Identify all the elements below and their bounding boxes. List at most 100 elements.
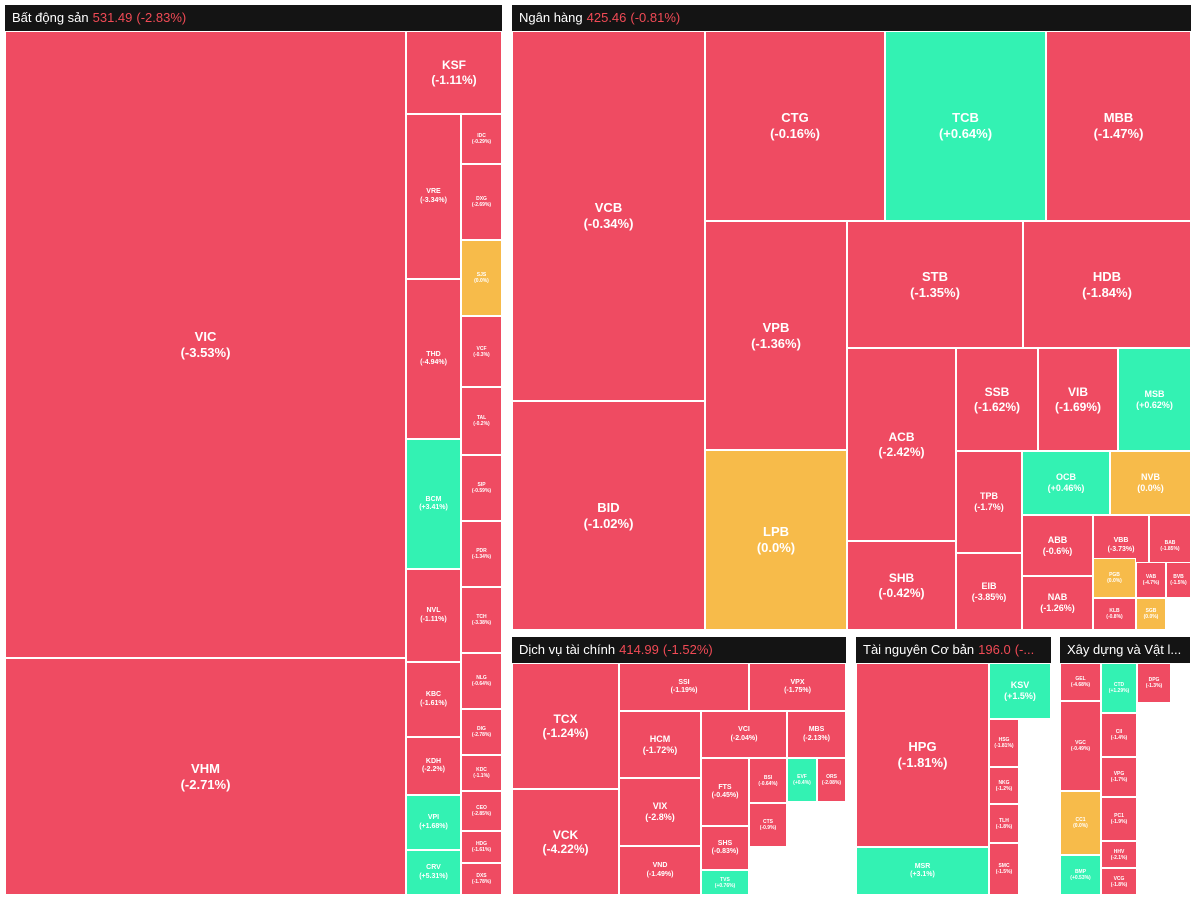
stock-tile-vcf[interactable]: VCF (-0.3%) xyxy=(461,316,502,387)
stock-tile-hhv[interactable]: HHV (-2.1%) xyxy=(1101,841,1137,868)
stock-tile-gel[interactable]: GEL (-4.68%) xyxy=(1060,663,1101,701)
stock-tile-bmp[interactable]: BMP (+0.53%) xyxy=(1060,855,1101,895)
stock-tile-evf[interactable]: EVF (+0.4%) xyxy=(787,758,817,802)
stock-tile-vpx[interactable]: VPX (-1.75%) xyxy=(749,663,846,711)
stock-tile-vci[interactable]: VCI (-2.04%) xyxy=(701,711,787,758)
stock-tile-ctd[interactable]: CTD (+1.29%) xyxy=(1101,663,1137,713)
stock-tile-ors[interactable]: ORS (-2.08%) xyxy=(817,758,846,802)
stock-tile-cii[interactable]: CII (-1.4%) xyxy=(1101,713,1137,757)
stock-tile-tlh[interactable]: TLH (-1.8%) xyxy=(989,804,1019,843)
stock-tile-eib[interactable]: EIB (-3.85%) xyxy=(956,553,1022,630)
stock-tile-shs[interactable]: SHS (-0.83%) xyxy=(701,826,749,870)
stock-tile-vnd[interactable]: VND (-1.49%) xyxy=(619,846,701,895)
stock-tile-vpb[interactable]: VPB (-1.36%) xyxy=(705,221,847,450)
stock-tile-ocb[interactable]: OCB (+0.46%) xyxy=(1022,451,1110,515)
stock-tile-pdr[interactable]: PDR (-1.34%) xyxy=(461,521,502,587)
stock-symbol: BAB xyxy=(1164,539,1176,546)
sector-header[interactable]: Bất động sản 531.49 (-2.83%) xyxy=(5,5,502,31)
stock-tile-hdg[interactable]: HDG (-1.61%) xyxy=(461,831,502,863)
stock-tile-ksf[interactable]: KSF (-1.11%) xyxy=(406,31,502,114)
stock-tile-tcb[interactable]: TCB (+0.64%) xyxy=(885,31,1046,221)
stock-tile-pgb[interactable]: PGB (0.0%) xyxy=(1093,558,1136,598)
stock-tile-vgc[interactable]: VGC (-0.49%) xyxy=(1060,701,1101,791)
stock-tile-vib[interactable]: VIB (-1.69%) xyxy=(1038,348,1118,451)
stock-tile-hdb[interactable]: HDB (-1.84%) xyxy=(1023,221,1191,348)
stock-tile-nab[interactable]: NAB (-1.26%) xyxy=(1022,576,1093,630)
sector-header[interactable]: Tài nguyên Cơ bản 196.0 (-... xyxy=(856,637,1051,663)
stock-tile-nlg[interactable]: NLG (-0.64%) xyxy=(461,653,502,709)
stock-tile-vhm[interactable]: VHM (-2.71%) xyxy=(5,658,406,895)
stock-tile-acb[interactable]: ACB (-2.42%) xyxy=(847,348,956,541)
stock-tile-bid[interactable]: BID (-1.02%) xyxy=(512,401,705,630)
stock-tile-crv[interactable]: CRV (+5.31%) xyxy=(406,850,461,895)
stock-tile-cts[interactable]: CTS (-0.9%) xyxy=(749,803,787,847)
stock-tile-sgb[interactable]: SGB (0.0%) xyxy=(1136,598,1166,630)
sector-header[interactable]: Xây dựng và Vật l... xyxy=(1060,637,1190,663)
stock-tile-shb[interactable]: SHB (-0.42%) xyxy=(847,541,956,630)
stock-tile-vck[interactable]: VCK (-4.22%) xyxy=(512,789,619,895)
sector-change: (-2.83%) xyxy=(136,10,187,25)
stock-tile-tcx[interactable]: TCX (-1.24%) xyxy=(512,663,619,789)
stock-change: (-0.6%) xyxy=(1042,545,1073,556)
stock-tile-vix[interactable]: VIX (-2.8%) xyxy=(619,778,701,846)
stock-tile-dpg[interactable]: DPG (-1.3%) xyxy=(1137,663,1171,703)
stock-tile-hsg[interactable]: HSG (-1.81%) xyxy=(989,719,1019,767)
stock-change: (-1.84%) xyxy=(1082,284,1132,300)
stock-change: (-4.7%) xyxy=(1142,580,1160,586)
stock-tile-kdh[interactable]: KDH (-2.2%) xyxy=(406,737,461,795)
stock-tile-vcg[interactable]: VCG (-1.8%) xyxy=(1101,868,1137,895)
stock-tile-msr[interactable]: MSR (+3.1%) xyxy=(856,847,989,895)
stock-tile-kbc[interactable]: KBC (-1.61%) xyxy=(406,662,461,737)
stock-tile-dig[interactable]: DIG (-2.78%) xyxy=(461,709,502,755)
stock-tile-bsi[interactable]: BSI (-0.64%) xyxy=(749,758,787,803)
stock-symbol: BID xyxy=(597,499,620,515)
stock-tile-tal[interactable]: TAL (-0.2%) xyxy=(461,387,502,455)
stock-tile-mbs[interactable]: MBS (-2.13%) xyxy=(787,711,846,758)
stock-tile-thd[interactable]: THD (-4.94%) xyxy=(406,279,461,439)
stock-tile-vic[interactable]: VIC (-3.53%) xyxy=(5,31,406,658)
stock-tile-ssb[interactable]: SSB (-1.62%) xyxy=(956,348,1038,451)
stock-tile-bvb[interactable]: BVB (-1.5%) xyxy=(1166,562,1191,598)
stock-tile-vpg[interactable]: VPG (-1.7%) xyxy=(1101,757,1137,797)
stock-tile-sjs[interactable]: SJS (0.0%) xyxy=(461,240,502,316)
stock-tile-kdc[interactable]: KDC (-1.1%) xyxy=(461,755,502,791)
stock-tile-ssi[interactable]: SSI (-1.19%) xyxy=(619,663,749,711)
stock-tile-pc1[interactable]: PC1 (-1.9%) xyxy=(1101,797,1137,841)
stock-tile-vab[interactable]: VAB (-4.7%) xyxy=(1136,562,1166,598)
stock-tile-ceo[interactable]: CEO (-2.85%) xyxy=(461,791,502,831)
stock-tile-tvs[interactable]: TVS (+0.76%) xyxy=(701,870,749,895)
stock-tile-fts[interactable]: FTS (-0.45%) xyxy=(701,758,749,826)
stock-tile-stb[interactable]: STB (-1.35%) xyxy=(847,221,1023,348)
sector-header[interactable]: Ngân hàng 425.46 (-0.81%) xyxy=(512,5,1191,31)
stock-tile-ctg[interactable]: CTG (-0.16%) xyxy=(705,31,885,221)
sector-header[interactable]: Dịch vụ tài chính 414.99 (-1.52%) xyxy=(512,637,846,663)
stock-tile-nkg[interactable]: NKG (-1.2%) xyxy=(989,767,1019,804)
stock-tile-vre[interactable]: VRE (-3.34%) xyxy=(406,114,461,279)
stock-tile-smc[interactable]: SMC (-1.5%) xyxy=(989,843,1019,895)
stock-tile-dxs[interactable]: DXS (-1.78%) xyxy=(461,863,502,895)
stock-tile-dxg[interactable]: DXG (-2.69%) xyxy=(461,164,502,240)
stock-tile-ksv[interactable]: KSV (+1.5%) xyxy=(989,663,1051,719)
stock-change: (+0.4%) xyxy=(793,780,811,786)
stock-tile-hcm[interactable]: HCM (-1.72%) xyxy=(619,711,701,778)
stock-symbol: NLG xyxy=(476,675,487,681)
stock-symbol: DIG xyxy=(477,726,486,732)
stock-tile-msb[interactable]: MSB (+0.62%) xyxy=(1118,348,1191,451)
stock-tile-vpi[interactable]: VPI (+1.68%) xyxy=(406,795,461,850)
stock-tile-nvb[interactable]: NVB (0.0%) xyxy=(1110,451,1191,515)
sector-index-value: 531.49 xyxy=(92,10,133,25)
stock-tile-sip[interactable]: SIP (-0.59%) xyxy=(461,455,502,521)
stock-tile-mbb[interactable]: MBB (-1.47%) xyxy=(1046,31,1191,221)
stock-tile-nvl[interactable]: NVL (-1.11%) xyxy=(406,569,461,662)
stock-tile-hpg[interactable]: HPG (-1.81%) xyxy=(856,663,989,847)
stock-tile-tch[interactable]: TCH (-3.38%) xyxy=(461,587,502,653)
stock-tile-idc[interactable]: IDC (-0.29%) xyxy=(461,114,502,164)
stock-tile-tpb[interactable]: TPB (-1.7%) xyxy=(956,451,1022,553)
stock-tile-lpb[interactable]: LPB (0.0%) xyxy=(705,450,847,630)
stock-tile-klb[interactable]: KLB (-0.8%) xyxy=(1093,598,1136,630)
stock-tile-bcm[interactable]: BCM (+3.41%) xyxy=(406,439,461,569)
stock-change: (-1.36%) xyxy=(751,335,801,351)
stock-tile-vcb[interactable]: VCB (-0.34%) xyxy=(512,31,705,401)
stock-tile-cc1[interactable]: CC1 (0.0%) xyxy=(1060,791,1101,855)
stock-tile-abb[interactable]: ABB (-0.6%) xyxy=(1022,515,1093,576)
